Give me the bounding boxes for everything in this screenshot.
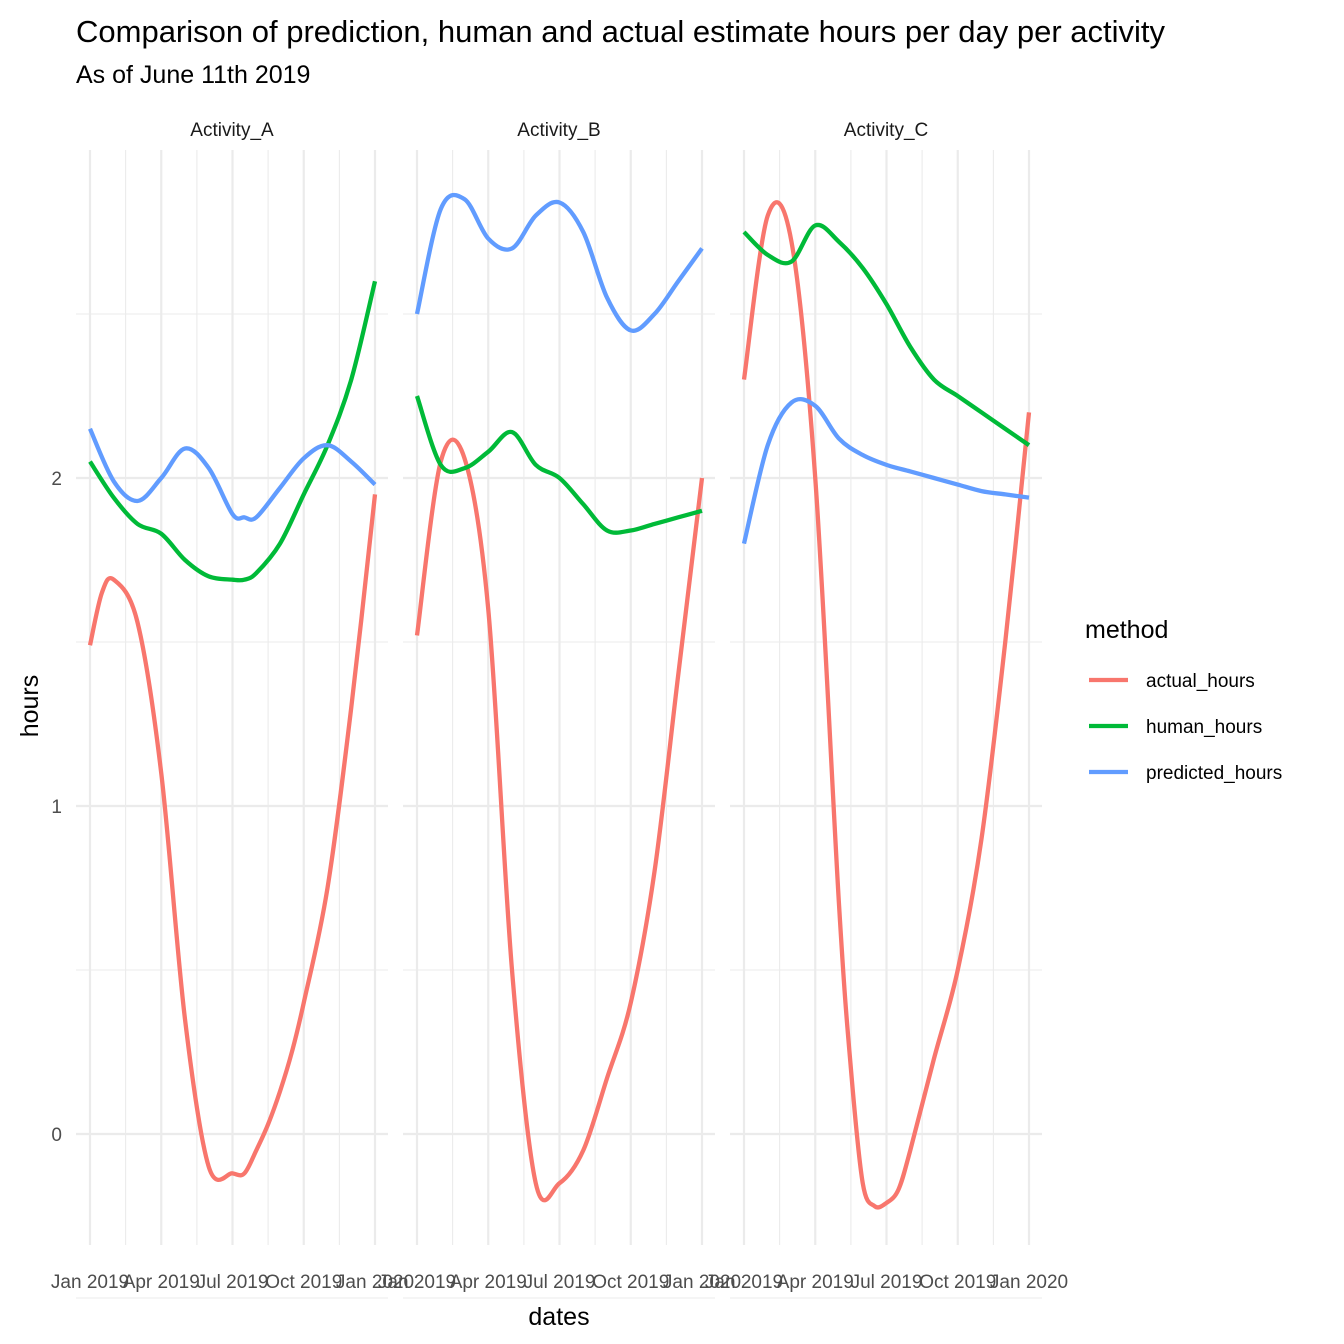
series-line-actual-hours xyxy=(414,437,705,1203)
x-tick-label: Apr 2019 xyxy=(123,1272,200,1293)
y-tick-label: 0 xyxy=(51,1125,62,1146)
x-axis-title: dates xyxy=(528,1303,589,1331)
facet-strip-label: Activity_B xyxy=(517,120,600,141)
series-line-predicted-hours xyxy=(88,427,377,522)
legend-items: actual_hours human_hours predicted_hours xyxy=(1089,671,1282,784)
facet-strip-label: Activity_A xyxy=(190,120,274,141)
series-line-actual-hours xyxy=(87,494,378,1182)
x-tick-label: Jan 2020 xyxy=(336,1272,414,1293)
x-tick-label: Jan 2019 xyxy=(51,1272,129,1293)
x-tick-label: Jul 2019 xyxy=(524,1272,596,1293)
x-tick-label: Oct 2019 xyxy=(592,1272,669,1293)
series-line-human-hours xyxy=(742,222,1031,447)
legend-label: human_hours xyxy=(1146,717,1262,738)
legend-label: actual_hours xyxy=(1146,671,1255,692)
legend-title: method xyxy=(1085,616,1168,644)
x-tick-label: Jan 2019 xyxy=(705,1272,783,1293)
x-tick-label: Jul 2019 xyxy=(197,1272,269,1293)
chart-subtitle: As of June 11th 2019 xyxy=(76,61,310,89)
x-tick-label: Jul 2019 xyxy=(851,1272,923,1293)
x-tick-label: Jan 2020 xyxy=(663,1272,741,1293)
x-tick-label: Oct 2019 xyxy=(265,1272,342,1293)
facet-strip-label: Activity_C xyxy=(844,120,928,141)
series-line-predicted-hours xyxy=(414,192,704,333)
x-tick-label: Apr 2019 xyxy=(450,1272,527,1293)
y-tick-label: 2 xyxy=(51,469,62,490)
y-axis-title: hours xyxy=(16,675,44,738)
legend-label: predicted_hours xyxy=(1146,763,1282,784)
x-tick-label: Oct 2019 xyxy=(919,1272,996,1293)
series-line-predicted-hours xyxy=(741,396,1030,545)
y-axis-ticks: 0 1 2 xyxy=(51,469,62,1146)
series-line-human-hours xyxy=(414,395,703,535)
series-line-actual-hours xyxy=(741,200,1032,1210)
chart-title: Comparison of prediction, human and actu… xyxy=(76,14,1166,49)
x-tick-label: Jan 2020 xyxy=(990,1272,1068,1293)
x-tick-label: Jan 2019 xyxy=(378,1272,456,1293)
x-tick-label: Apr 2019 xyxy=(777,1272,854,1293)
series-line-human-hours xyxy=(88,280,378,583)
legend: method actual_hours human_hours predicted_… xyxy=(1085,616,1282,784)
y-tick-label: 1 xyxy=(51,797,62,818)
